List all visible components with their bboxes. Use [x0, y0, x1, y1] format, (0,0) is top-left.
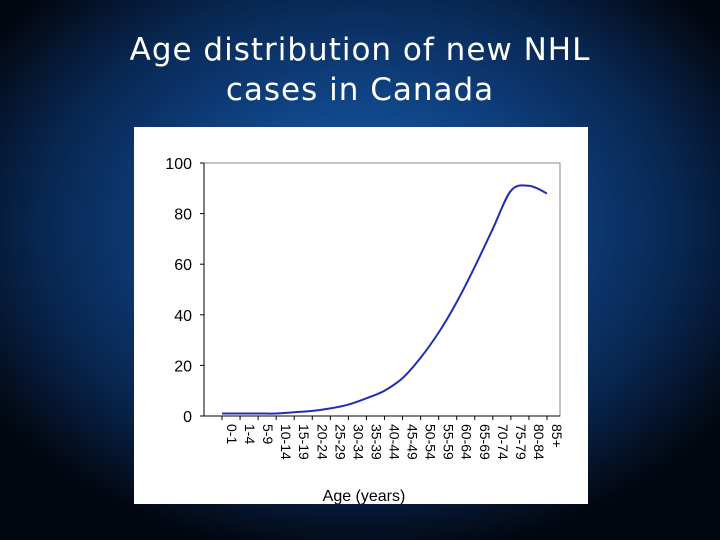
x-axis-label: Age (years)	[323, 488, 406, 504]
y-tick-label: 80	[174, 207, 192, 224]
x-tick-label: 55-59	[441, 424, 457, 460]
x-tick-label: 50-54	[423, 424, 439, 460]
x-tick-label: 35-39	[368, 424, 384, 460]
x-tick-label: 0-1	[224, 424, 240, 444]
x-ticks: 0-1 1-4 5-9 10-14 15-19 20-24 25-29 30-34 35-39 4…	[221, 416, 565, 460]
x-tick-label: 5-9	[260, 424, 276, 444]
x-tick-label: 30-34	[350, 424, 366, 460]
x-tick-label: 60-64	[459, 424, 475, 460]
y-tick-label: 0	[183, 409, 192, 426]
y-tick-label: 100	[165, 156, 192, 173]
y-ticks: 0 20 40 60 80 100	[165, 156, 204, 426]
x-tick-label: 40-44	[387, 424, 403, 460]
y-tick-label: 40	[174, 308, 192, 325]
plot-area	[203, 162, 561, 417]
x-tick-label: 45-49	[405, 424, 421, 460]
x-tick-label: 80-84	[531, 424, 547, 460]
chart-panel: 0 20 40 60 80 100 0-1 1-4 5-9 10-14 15-19 20-24 25-…	[134, 127, 588, 505]
x-tick-label: 25-29	[332, 424, 348, 460]
x-tick-label: 10-14	[278, 424, 294, 460]
x-tick-label: 85+	[549, 424, 565, 448]
x-tick-label: 20-24	[314, 424, 330, 460]
line-chart: 0 20 40 60 80 100 0-1 1-4 5-9 10-14 15-19 20-24 25-…	[165, 156, 565, 505]
x-tick-label: 70-74	[495, 424, 511, 460]
x-tick-label: 15-19	[296, 424, 312, 460]
series-line	[221, 184, 548, 415]
x-tick-label: 75-79	[513, 424, 529, 460]
y-tick-label: 20	[174, 358, 192, 375]
slide-title: Age distribution of new NHL cases in Can…	[129, 32, 591, 108]
x-tick-label: 1-4	[242, 424, 258, 444]
x-tick-label: 65-69	[477, 424, 493, 460]
y-tick-label: 60	[174, 257, 192, 274]
